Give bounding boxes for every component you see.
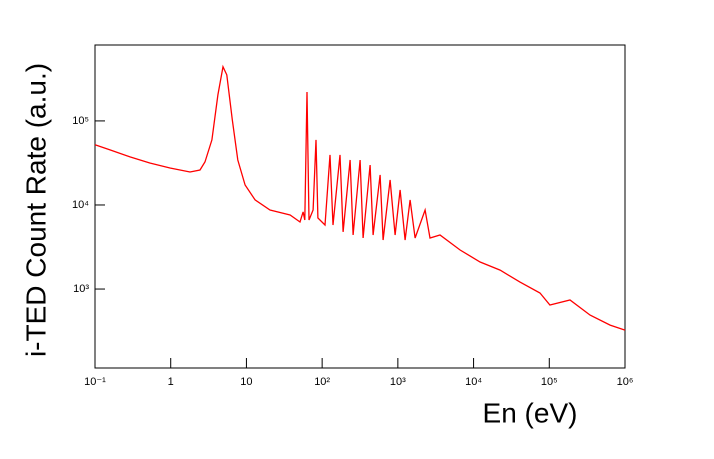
x-tick-label: 10³ [390,376,406,388]
x-axis-title: En (eV) [483,397,578,428]
y-tick-label: 10⁴ [72,199,89,211]
x-tick-label: 10⁶ [617,376,634,388]
plot-frame [94,44,626,369]
x-tick-label: 10⁴ [465,376,482,388]
y-tick-label: 10⁵ [72,115,89,127]
y-tick-label: 10³ [73,283,89,295]
y-axis-title: i-TED Count Rate (a.u.) [20,63,51,357]
x-tick-label: 10 [240,376,252,388]
data-line [94,64,626,331]
x-tick-label: 10² [314,376,330,388]
x-tick-label: 10⁻¹ [84,376,106,388]
x-tick-label: 10⁵ [541,376,558,388]
x-tick-label: 1 [168,376,174,388]
